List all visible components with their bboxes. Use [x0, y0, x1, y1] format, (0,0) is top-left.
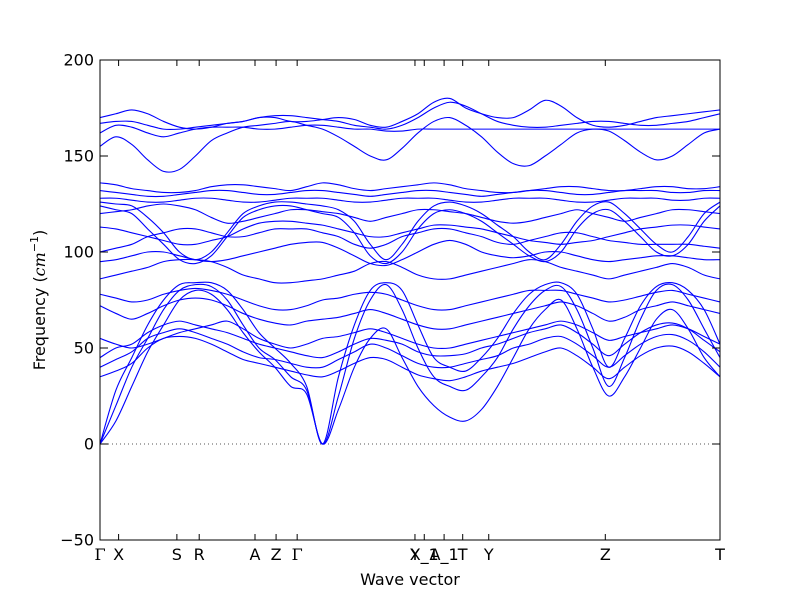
x-tick-label: X: [113, 545, 124, 564]
phonon-branch-7: [100, 320, 720, 350]
y-axis-label-paren-open: (: [30, 276, 49, 287]
x-tick-label: Γ: [94, 545, 105, 564]
y-tick-label: 150: [63, 147, 94, 166]
phonon-branch-4: [100, 335, 720, 382]
series-layer: [100, 97, 720, 445]
y-tick-label: 0: [84, 435, 94, 454]
phonon-branch-3: [100, 281, 720, 445]
x-tick-label: Γ: [292, 545, 303, 564]
phonon-branch-19: [100, 182, 720, 194]
phonon-branch-1: [100, 289, 720, 445]
phonon-branch-14: [100, 203, 720, 224]
y-tick-label: 50: [74, 339, 94, 358]
y-tick-label: −50: [60, 531, 94, 550]
y-tick-label: 200: [63, 51, 94, 70]
phonon-branch-23: [100, 97, 720, 130]
x-tick-label: Z: [271, 545, 282, 564]
phonon-branch-15: [100, 204, 720, 265]
phonon-branch-17: [100, 197, 720, 203]
y-axis-label-unit: cm: [30, 252, 49, 276]
phonon-branch-22: [100, 101, 720, 131]
x-axis-label: Wave vector: [360, 570, 460, 589]
x-tick-label: A: [250, 545, 261, 564]
phonon-branch-5: [100, 328, 720, 369]
y-axis-label-paren-close: ): [30, 230, 49, 236]
phonon-branch-10: [100, 258, 720, 284]
x-tick-label: Y: [409, 545, 420, 564]
phonon-branch-8: [100, 297, 720, 330]
plot-frame: [99, 59, 721, 541]
y-axis-label: Frequency (cm−1): [28, 230, 49, 371]
phonon-branch-12: [100, 227, 720, 253]
y-tick-layer: −50 0 50 100 150 200: [60, 51, 720, 550]
phonon-branch-13: [100, 220, 720, 246]
x-tick-label: Y: [483, 545, 494, 564]
x-tick-label: A_1: [430, 545, 459, 565]
x-tick-label: X_1: [410, 545, 439, 565]
x-tick-label: S: [172, 545, 182, 564]
x-tick-label: Z: [600, 545, 611, 564]
x-tick-layer: Γ X S R A Z Γ YX_1A_1 T Y Z T: [94, 545, 725, 565]
y-axis-label-text: Frequency: [30, 288, 49, 371]
x-tick-label: T: [714, 545, 725, 564]
y-tick-label: 100: [63, 243, 94, 262]
x-tick-label: R: [194, 545, 205, 564]
phonon-branch-2: [100, 283, 720, 445]
x-tick-label: T: [457, 545, 468, 564]
phonon-branch-20: [100, 116, 720, 173]
y-axis-label-unit-exponent: −1: [28, 236, 41, 252]
phonon-branch-16: [100, 201, 720, 261]
phonon-branch-9: [100, 287, 720, 311]
phonon-branch-18: [100, 189, 720, 198]
